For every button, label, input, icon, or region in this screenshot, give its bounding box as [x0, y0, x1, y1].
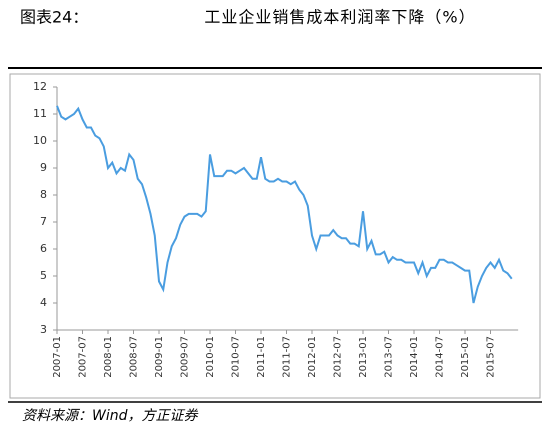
y-tick-label: 8: [40, 188, 47, 201]
chart-title: 工业企业销售成本利润率下降（%）: [204, 8, 475, 27]
x-tick-label: 2012-01: [307, 336, 318, 378]
x-tick-label: 2012-07: [333, 336, 344, 378]
y-tick-label: 3: [40, 323, 47, 336]
x-tick-label: 2014-07: [435, 336, 446, 378]
chart-frame: [9, 73, 541, 399]
line-series: [56, 105, 513, 304]
x-tick-label: 2007-01: [52, 336, 63, 378]
x-tick-label: 2013-01: [358, 336, 369, 378]
x-tick-label: 2010-01: [205, 336, 216, 378]
y-tick-label: 9: [40, 161, 47, 174]
x-tick-label: 2011-07: [282, 336, 293, 378]
x-tick-label: 2014-01: [409, 336, 420, 378]
x-tick-label: 2009-01: [154, 336, 165, 378]
y-tick-label: 4: [40, 296, 47, 309]
x-tick-label: 2007-07: [78, 336, 89, 378]
x-tick-label: 2013-07: [384, 336, 395, 378]
y-tick-label: 7: [40, 215, 47, 228]
x-tick-label: 2011-01: [256, 336, 267, 378]
x-tick-label: 2015-01: [460, 336, 471, 378]
x-tick-label: 2015-07: [486, 336, 497, 378]
x-tick-label: 2009-07: [180, 336, 191, 378]
x-tick-label: 2010-07: [231, 336, 242, 378]
y-tick-label: 6: [40, 242, 47, 255]
y-tick-label: 11: [33, 107, 47, 120]
x-tick-label: 2008-07: [129, 336, 140, 378]
source: 资料来源：Wind，方正证券: [22, 408, 198, 424]
figure-label: 图表24：: [20, 8, 88, 27]
y-tick-label: 10: [33, 134, 47, 147]
y-tick-label: 5: [40, 269, 47, 282]
x-tick-label: 2008-01: [103, 336, 114, 378]
y-tick-label: 12: [33, 80, 47, 93]
